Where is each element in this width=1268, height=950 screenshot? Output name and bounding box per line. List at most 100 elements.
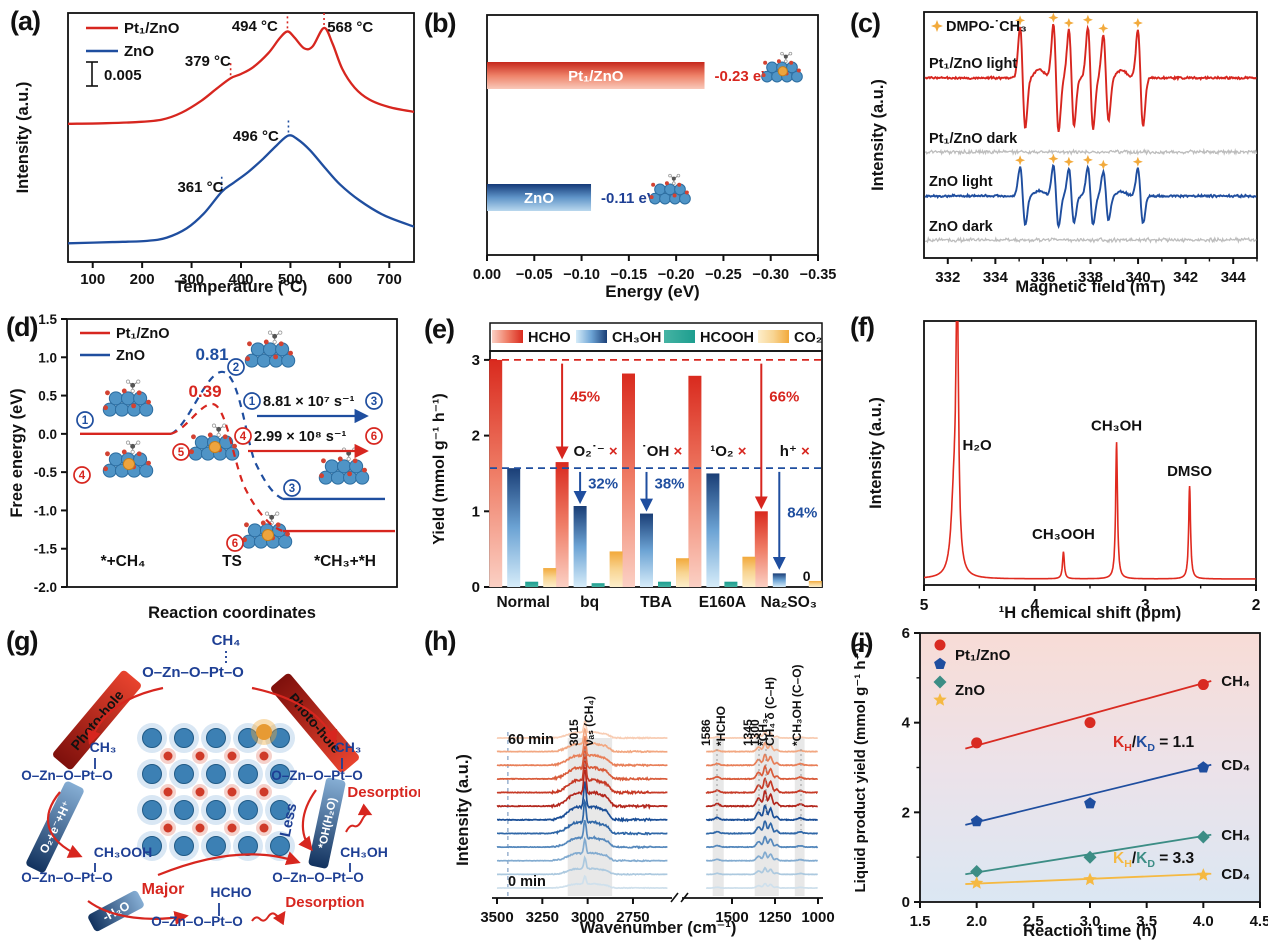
tick-label: 3.5 — [1136, 913, 1157, 930]
tick-label: 600 — [327, 271, 352, 288]
circle — [275, 522, 281, 528]
circle — [174, 800, 194, 820]
circled-number-text: 3 — [289, 483, 295, 495]
species-label: O–Zn–O–Pt–O — [151, 914, 243, 929]
axes-frame — [486, 14, 819, 256]
circled-number — [76, 411, 94, 429]
assignment-label: CH₄ δ (C–H) — [763, 677, 777, 746]
bar-HCHO — [754, 511, 768, 587]
circle — [163, 787, 173, 797]
circle — [208, 440, 222, 454]
tick-label: 3 — [472, 352, 480, 369]
banner-O₂+e⁻+H⁺: O₂+e⁻+H⁺ — [26, 781, 84, 873]
wavy-arrow — [251, 910, 286, 926]
circle — [275, 511, 280, 516]
star-marker — [1015, 155, 1026, 166]
y-axis-title: Yield (mmol g⁻¹ h⁻¹) — [431, 393, 448, 544]
annotation: Major — [142, 881, 185, 898]
rect — [53, 670, 141, 770]
scavenger-label: ˙OH × — [642, 443, 683, 460]
tick-label: 5 — [920, 597, 929, 614]
circle — [247, 523, 262, 538]
axes-frame — [66, 318, 398, 588]
circle — [270, 836, 290, 856]
rate-label: 8.81 × 10⁷ s⁻¹ — [263, 394, 355, 410]
tick-label: 400 — [228, 271, 253, 288]
circle — [195, 823, 205, 833]
circle — [321, 458, 326, 464]
circle — [270, 800, 290, 820]
tick-label: 3500 — [480, 909, 513, 926]
x-axis-title: Energy (eV) — [605, 282, 699, 301]
star-marker — [1082, 154, 1093, 165]
circle — [191, 434, 196, 440]
curve-Pt1/ZnO — [67, 26, 415, 125]
bar-CH₃OH — [507, 468, 521, 587]
legend-label: ZnO — [116, 348, 145, 364]
circle — [256, 724, 272, 740]
bar-CO₂ — [808, 580, 822, 587]
circle — [278, 534, 293, 549]
ftir-trace — [496, 819, 668, 850]
circle — [267, 330, 273, 335]
percent-label: 32% — [588, 476, 618, 493]
tick-label: 4.5 — [1250, 913, 1268, 930]
panel-d-free-energy: 1.5 1.0 0.5 0.0 -0.5 -1.0 -1.5 -2.0 Reaction coo… — [8, 312, 398, 622]
circle — [664, 183, 676, 196]
label-part: / — [1132, 850, 1137, 867]
ftir-trace — [705, 851, 818, 862]
circle — [796, 68, 801, 73]
circle — [784, 59, 788, 64]
circle — [216, 432, 221, 438]
tick-label: 100 — [80, 271, 105, 288]
circle — [103, 466, 109, 472]
peak-label: H₂O — [963, 437, 992, 454]
label-part: K — [1113, 850, 1125, 867]
label-part: = 3.3 — [1155, 850, 1195, 867]
rect — [26, 781, 84, 873]
molecule-cluster-icon — [102, 379, 154, 417]
ftir-trace — [496, 735, 668, 768]
tick-label: 3250 — [526, 909, 559, 926]
star-marker — [1098, 159, 1109, 170]
ftir-trace — [705, 820, 819, 835]
circle — [206, 728, 226, 748]
label-part: × — [609, 443, 618, 460]
annotation: Desorption — [285, 894, 364, 911]
legend-label: Pt₁/ZnO — [955, 647, 1011, 664]
ftir-trace — [496, 874, 668, 890]
circled-number-text: 6 — [371, 431, 377, 443]
tick-label: 500 — [278, 271, 303, 288]
bar-HCHO — [489, 359, 503, 587]
ftir-trace — [705, 764, 818, 781]
crystal-structure-image — [137, 719, 295, 861]
banner--H₂O: -H₂O — [88, 890, 144, 932]
circle — [125, 440, 131, 445]
cycle-arrow — [157, 851, 301, 877]
banner-Photo-hole: Photo-hole — [271, 673, 359, 773]
tick-label: −0.25 — [705, 267, 742, 283]
annotation: Less — [277, 802, 301, 839]
circled-number — [172, 443, 190, 461]
circle — [259, 751, 269, 761]
molecule-cluster-icon — [241, 511, 293, 549]
species-label: O–Zn–O–Pt–O — [272, 870, 364, 885]
epr-trace-ZnO light — [924, 163, 1257, 230]
tick-label: 1500 — [715, 909, 748, 926]
label-part: = 1.1 — [1155, 734, 1195, 751]
data-point — [1084, 717, 1096, 729]
stage-label: *CH₃+*H — [314, 553, 376, 570]
circle — [763, 60, 768, 65]
species-label: CH₃ — [90, 739, 117, 755]
series-end-label: CH₄ — [1221, 673, 1250, 690]
x-axis-title: Reaction coordinates — [148, 604, 316, 622]
epr-trace-ZnO dark — [924, 235, 1257, 244]
barrier-label: 0.81 — [195, 345, 228, 364]
assignment-label: *HCHO — [714, 706, 728, 746]
panel-b-adsorption-energy: 0.00 −0.05 −0.10 −0.15 −0.20 −0.25 −0.30 −0.35 E… — [473, 14, 836, 301]
star-marker — [1063, 156, 1074, 167]
bar-HCHO — [555, 462, 569, 587]
bar-CO₂ — [543, 568, 557, 587]
wavenumber-label: 1586 — [699, 719, 713, 746]
